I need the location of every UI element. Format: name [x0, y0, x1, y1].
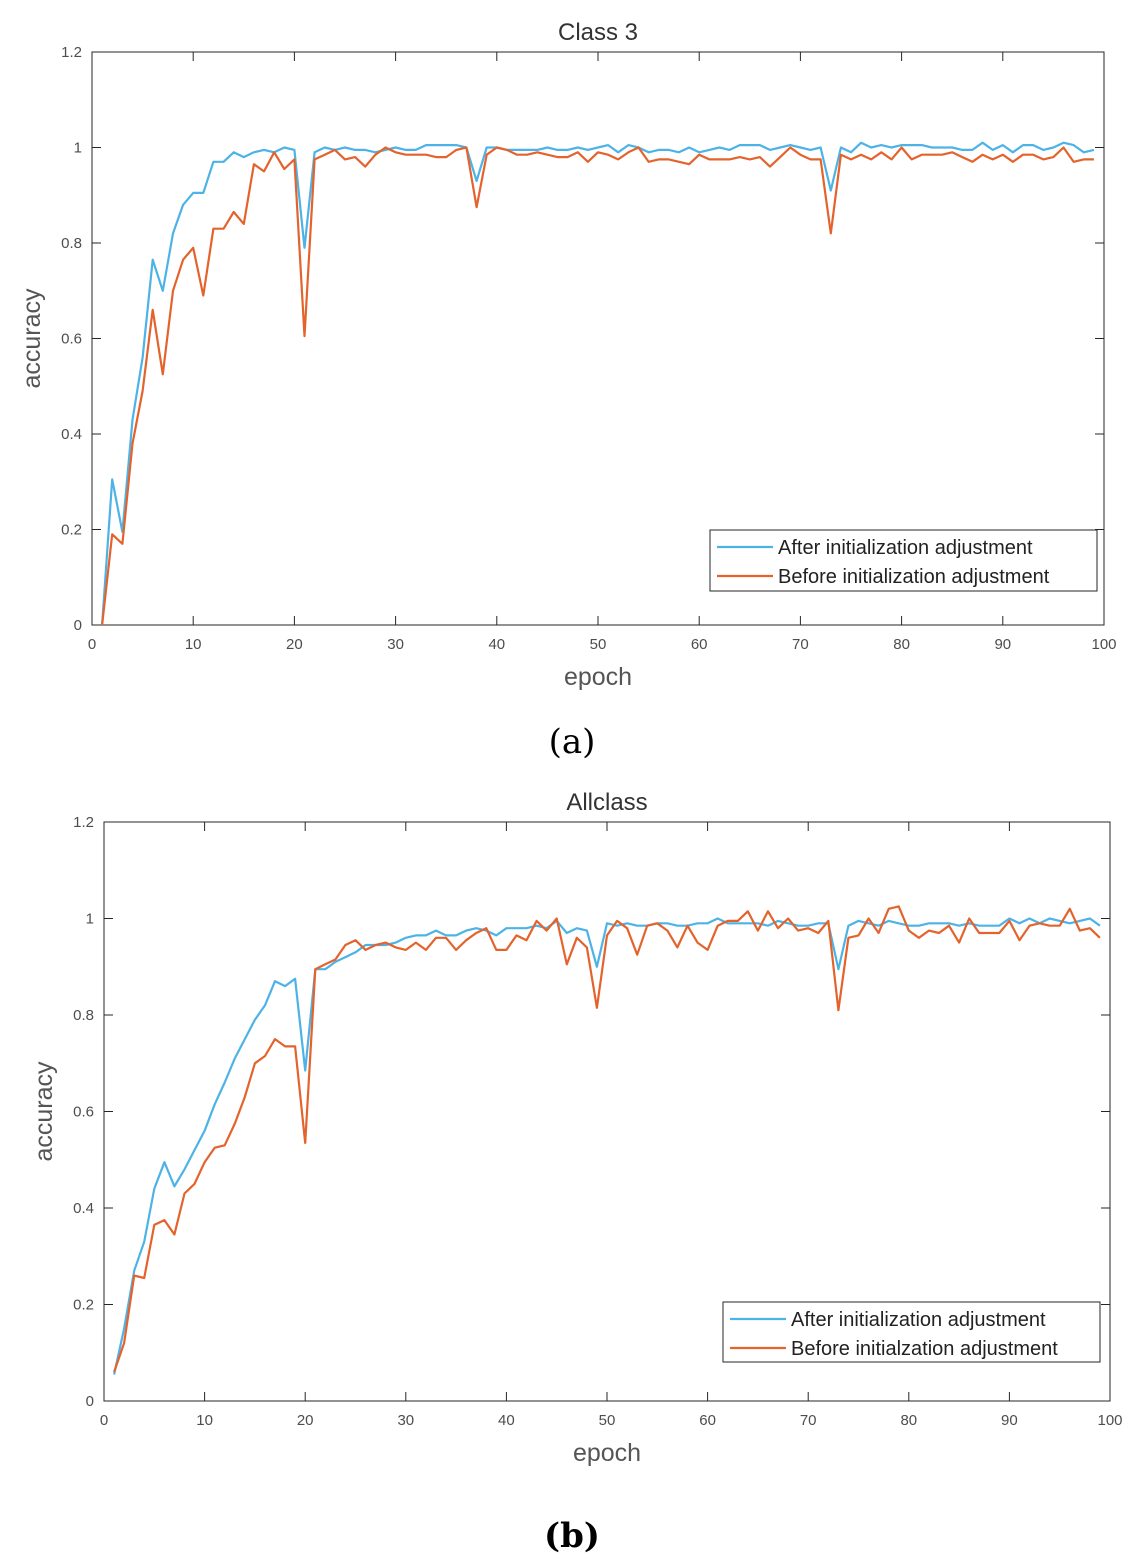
x-tick-label: 20 [286, 636, 303, 653]
x-tick-label: 60 [691, 636, 708, 653]
y-tick-label: 0.4 [61, 426, 82, 443]
x-tick-label: 30 [397, 1412, 414, 1429]
series-line-before [101, 146, 1094, 626]
chart-title: Class 3 [558, 19, 638, 46]
y-tick-label: 0.2 [73, 1297, 94, 1314]
legend-label: After initialization adjustment [791, 1309, 1046, 1331]
x-tick-label: 40 [488, 636, 505, 653]
x-tick-label: 0 [88, 636, 96, 653]
x-tick-label: 80 [900, 1412, 917, 1429]
legend: After initialization adjustment Before in… [722, 1301, 1101, 1363]
x-tick-label: 10 [196, 1412, 213, 1429]
legend-label: Before initialzation adjustment [791, 1338, 1058, 1360]
x-tick-label: 20 [297, 1412, 314, 1429]
series-line-after [113, 917, 1101, 1375]
legend-box [709, 529, 1098, 592]
y-tick-label: 0.4 [73, 1200, 94, 1217]
y-tick-label: 1 [86, 911, 94, 928]
y-tick-label: 1 [74, 140, 82, 157]
x-tick-label: 50 [599, 1412, 616, 1429]
legend-box [722, 1301, 1101, 1363]
x-tick-label: 50 [590, 636, 607, 653]
y-tick-label: 0 [74, 617, 82, 634]
caption-a: (a) [548, 722, 596, 762]
y-tick-label: 0.8 [73, 1007, 94, 1024]
x-tick-label: 70 [792, 636, 809, 653]
y-tick-label: 0.6 [73, 1104, 94, 1121]
chart-title: Allclass [566, 789, 647, 816]
y-tick-label: 0.8 [61, 235, 82, 252]
series-line-before [113, 905, 1101, 1373]
x-tick-label: 80 [893, 636, 910, 653]
x-tick-label: 100 [1091, 636, 1116, 653]
chart-panel-b: 0 10 20 30 40 50 60 70 80 90 100 0 0.2 0.4 0.6 0.8 1 1.2 A… [0, 780, 1144, 1480]
x-tick-label: 40 [498, 1412, 515, 1429]
y-axis-label: accuracy [18, 288, 46, 389]
legend-label: Before initialization adjustment [778, 566, 1050, 588]
x-tick-label: 60 [699, 1412, 716, 1429]
x-axis-label: epoch [564, 663, 632, 691]
y-axis-label: accuracy [30, 1061, 58, 1162]
x-tick-label: 0 [100, 1412, 108, 1429]
legend: After initialization adjustment Before in… [709, 529, 1098, 592]
x-tick-label: 10 [185, 636, 202, 653]
x-tick-label: 90 [1001, 1412, 1018, 1429]
caption-b: (b) [544, 1516, 600, 1556]
x-tick-label: 30 [387, 636, 404, 653]
y-tick-label: 0.2 [61, 522, 82, 539]
x-tick-label: 100 [1097, 1412, 1122, 1429]
y-tick-label: 1.2 [61, 44, 82, 61]
x-tick-label: 90 [994, 636, 1011, 653]
chart-class-3: 0 10 20 30 40 50 60 70 80 90 100 0 0.2 0.4 0.6 0.8 1 1.2 C… [18, 19, 1117, 691]
y-tick-label: 1.2 [73, 814, 94, 831]
x-tick-label: 70 [800, 1412, 817, 1429]
x-axis-label: epoch [573, 1439, 641, 1467]
series-line-after [101, 141, 1095, 626]
y-tick-label: 0.6 [61, 331, 82, 348]
chart-allclass: 0 10 20 30 40 50 60 70 80 90 100 0 0.2 0.4 0.6 0.8 1 1.2 A… [30, 789, 1123, 1467]
legend-label: After initialization adjustment [778, 537, 1033, 559]
y-tick-label: 0 [86, 1393, 94, 1410]
chart-panel-a: 0 10 20 30 40 50 60 70 80 90 100 0 0.2 0.4 0.6 0.8 1 1.2 C… [0, 0, 1144, 700]
